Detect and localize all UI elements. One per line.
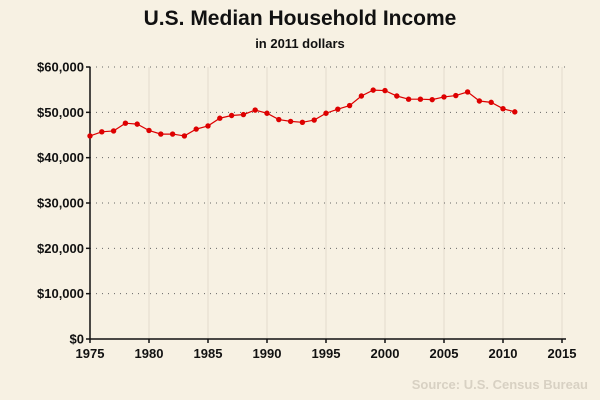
x-tick-label: 2000 xyxy=(371,346,400,361)
data-point xyxy=(169,131,176,137)
chart-subtitle: in 2011 dollars xyxy=(255,36,345,51)
x-tick-label: 1985 xyxy=(194,346,223,361)
x-tick-label: 2010 xyxy=(489,346,518,361)
income-series-line xyxy=(89,89,515,137)
data-point xyxy=(335,106,341,112)
x-tick-label: 1990 xyxy=(253,346,282,361)
data-point xyxy=(500,106,506,112)
data-point xyxy=(429,96,435,103)
x-tick-label: 1975 xyxy=(76,346,105,361)
data-point xyxy=(394,93,400,99)
data-point xyxy=(453,92,459,99)
x-tick-label: 1980 xyxy=(135,346,164,361)
data-point xyxy=(228,112,235,119)
data-point xyxy=(417,96,424,102)
data-point xyxy=(441,94,447,100)
data-point xyxy=(240,111,247,118)
data-point xyxy=(205,123,211,129)
y-tick-label: $60,000 xyxy=(37,60,84,75)
y-tick-label: $50,000 xyxy=(37,105,84,120)
data-point xyxy=(488,99,494,106)
data-point xyxy=(512,109,518,115)
data-point xyxy=(122,120,129,126)
data-point xyxy=(110,128,117,134)
data-point xyxy=(299,119,306,126)
x-tick-label: 2015 xyxy=(548,346,577,361)
y-tick-label: $0 xyxy=(70,332,84,347)
x-tick-label: 1995 xyxy=(312,346,341,361)
data-point xyxy=(311,117,317,123)
data-point xyxy=(464,89,471,95)
data-point xyxy=(370,87,376,93)
data-point xyxy=(276,116,282,123)
data-point xyxy=(193,126,199,132)
grid-layer xyxy=(89,66,566,339)
data-point xyxy=(87,133,93,139)
data-point xyxy=(323,110,329,116)
y-tick-label: $20,000 xyxy=(37,241,84,256)
axes-layer xyxy=(89,67,566,340)
data-point xyxy=(99,129,105,135)
data-point xyxy=(146,127,152,134)
data-point xyxy=(287,118,294,125)
y-tick-label: $40,000 xyxy=(37,150,84,165)
data-point xyxy=(252,107,258,113)
data-point xyxy=(158,131,164,137)
chart-title: U.S. Median Household Income xyxy=(144,7,457,30)
data-point xyxy=(405,96,412,102)
data-point xyxy=(217,115,223,121)
data-point xyxy=(346,102,353,109)
x-tick-label: 2005 xyxy=(430,346,459,361)
series-layer xyxy=(87,87,518,139)
data-point xyxy=(382,87,388,94)
data-point xyxy=(264,110,270,116)
source-note: Source: U.S. Census Bureau xyxy=(412,377,588,392)
data-point xyxy=(181,133,188,139)
y-tick-label: $10,000 xyxy=(37,286,84,301)
ticks-layer: $0 $10,000 $20,000 $30,000 $40,000 $50,000 $60… xyxy=(37,60,576,362)
data-point xyxy=(476,98,483,104)
data-point xyxy=(134,121,140,127)
data-point xyxy=(358,93,365,99)
y-tick-label: $30,000 xyxy=(37,196,84,211)
